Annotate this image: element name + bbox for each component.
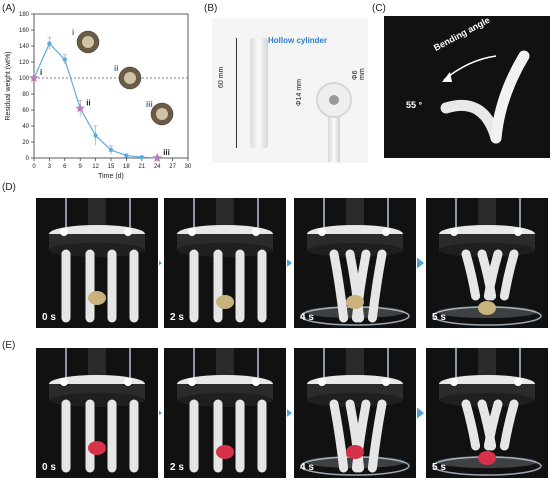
panel-label-b: (B) — [204, 3, 218, 14]
row-d-photo-4: 5 s — [426, 198, 548, 328]
x-tick-label: 0 — [32, 164, 36, 170]
time-label: 2 s — [170, 462, 184, 473]
row-e-photo-2: 2 s — [164, 348, 286, 478]
x-tick-label: 27 — [169, 164, 176, 170]
hollow-cylinder-photo: 60 mm Φ14 mm Φ6 mm — [212, 18, 368, 163]
row-e-photo-3: 4 s — [294, 348, 416, 478]
x-tick-label: 21 — [138, 164, 145, 170]
panel-label-c: (C) — [372, 3, 386, 14]
y-tick-label: 40 — [22, 124, 29, 130]
cylinder-stem — [328, 114, 340, 162]
panel-label-d: (D) — [2, 182, 16, 193]
row-e-photo-4: 5 s — [426, 348, 548, 478]
data-point — [139, 155, 144, 160]
row-d-photo-2: 2 s — [164, 198, 286, 328]
y-tick-label: 140 — [19, 44, 30, 50]
panel-label-e: (E) — [2, 340, 16, 351]
length-dimension — [236, 38, 237, 148]
y-tick-label: 180 — [19, 12, 30, 18]
inset-sample-core — [156, 108, 168, 120]
bending-illustration — [440, 50, 530, 144]
inset-label: iii — [146, 100, 153, 109]
marker-label: i — [40, 68, 42, 77]
time-label: 0 s — [42, 312, 56, 323]
x-tick-label: 30 — [185, 164, 192, 170]
y-tick-label: 160 — [19, 28, 30, 34]
y-tick-label: 100 — [19, 76, 30, 82]
time-label: 5 s — [432, 462, 446, 473]
time-label: 5 s — [432, 312, 446, 323]
time-label: 4 s — [300, 462, 314, 473]
bending-angle-value: 55 ° — [406, 100, 423, 110]
data-point — [93, 133, 98, 138]
x-tick-label: 9 — [79, 164, 83, 170]
data-point — [47, 41, 52, 46]
hollow-cylinder-title: Hollow cylinder — [268, 36, 328, 45]
y-tick-label: 80 — [22, 92, 29, 98]
data-point — [62, 57, 67, 62]
time-label: 4 s — [300, 312, 314, 323]
cylinder-length-label: 60 mm — [218, 66, 225, 88]
x-tick-label: 3 — [48, 164, 52, 170]
time-label: 0 s — [42, 462, 56, 473]
x-axis-label: Time (d) — [98, 173, 124, 180]
data-point — [124, 153, 129, 158]
marker-star — [29, 73, 39, 83]
x-tick-label: 6 — [63, 164, 67, 170]
marker-star — [75, 103, 85, 113]
marker-star — [152, 153, 162, 163]
inset-label: i — [72, 28, 74, 37]
plot-frame — [33, 13, 189, 159]
cylinder-cross-section — [316, 82, 352, 118]
inset-label: ii — [114, 64, 118, 73]
y-tick-label: 60 — [22, 108, 29, 114]
marker-label: ii — [86, 98, 90, 107]
sequence-arrow-icon — [415, 406, 451, 420]
y-tick-label: 0 — [26, 156, 30, 162]
outer-diameter-label: Φ14 mm — [296, 79, 303, 106]
y-tick-label: 120 — [19, 60, 30, 66]
x-tick-label: 12 — [92, 164, 99, 170]
time-label: 2 s — [170, 312, 184, 323]
degradation-chart: 0 3 6 9 12 15 18 21 24 27 30 0 20 40 60 80 100 120 140 160 1… — [5, 12, 192, 180]
x-tick-label: 15 — [108, 164, 115, 170]
marker-label: iii — [163, 148, 170, 157]
data-point — [108, 147, 114, 153]
x-tick-label: 24 — [154, 164, 161, 170]
inset-sample-core — [82, 36, 94, 48]
inset-sample-core — [124, 72, 136, 84]
bending-angle-photo: Bending angle 55 ° — [384, 16, 550, 158]
sequence-arrow-icon — [415, 256, 451, 270]
panel-label-a: (A) — [2, 3, 16, 14]
row-d-photo-1: 0 s — [36, 198, 158, 328]
row-d-photo-3: 4 s — [294, 198, 416, 328]
inner-diameter-label: Φ6 mm — [352, 68, 366, 80]
y-tick-label: 20 — [22, 140, 29, 146]
cylinder-rod — [250, 38, 268, 148]
row-e-photo-1: 0 s — [36, 348, 158, 478]
x-tick-label: 18 — [123, 164, 130, 170]
y-axis-label: Residual weight (wt%) — [5, 51, 12, 120]
